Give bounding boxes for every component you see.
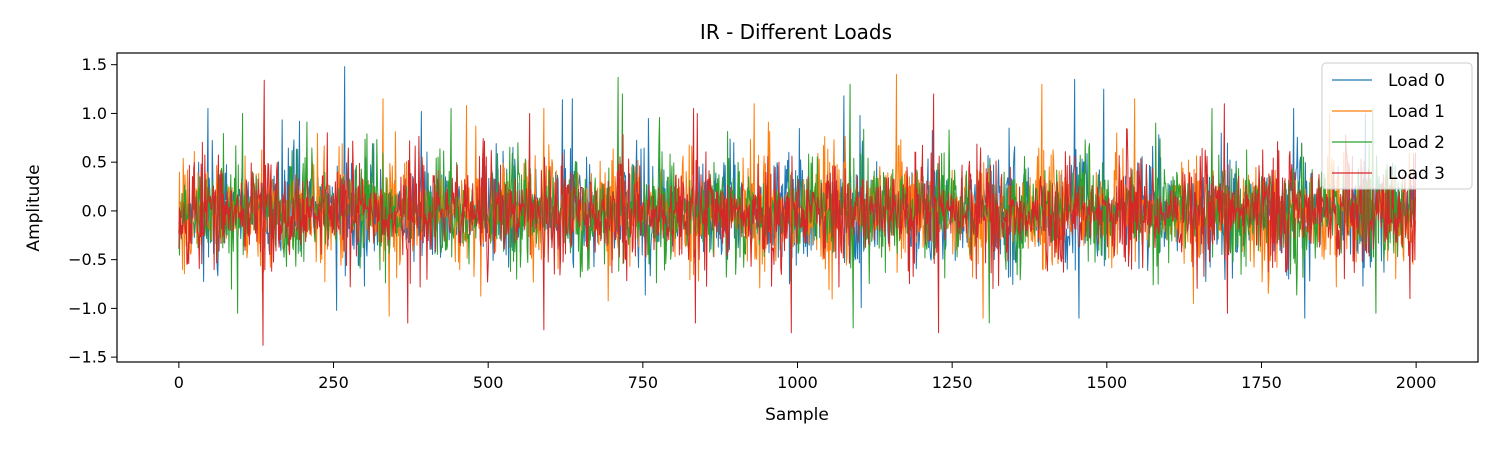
x-tick-label: 500: [473, 373, 504, 392]
x-tick-label: 1250: [932, 373, 973, 392]
x-axis: 0 250 500 750 1000 1250 1500 1750 2000: [174, 362, 1437, 392]
x-tick-label: 1000: [777, 373, 818, 392]
y-tick-label: 0.5: [82, 153, 107, 172]
x-tick-label: 250: [318, 373, 349, 392]
legend-label: Load 2: [1388, 133, 1445, 153]
x-tick-label: 750: [628, 373, 659, 392]
y-tick-label: 1.0: [82, 104, 107, 123]
y-tick-label: 1.5: [82, 55, 107, 74]
legend-box: [1321, 62, 1473, 190]
legend-label: Load 3: [1388, 164, 1445, 184]
chart-title: IR - Different Loads: [700, 20, 892, 44]
x-tick-label: 1500: [1086, 373, 1127, 392]
y-tick-label: −0.5: [68, 250, 107, 269]
y-tick-label: −1.0: [68, 299, 107, 318]
legend: Load 0 Load 1 Load 2 Load 3: [1321, 62, 1473, 190]
y-tick-label: −1.5: [68, 348, 107, 367]
legend-label: Load 0: [1388, 71, 1445, 91]
series-layer: [178, 66, 1417, 346]
series-line-load-3: [178, 79, 1417, 346]
legend-label: Load 1: [1388, 102, 1445, 122]
x-tick-label: 2000: [1396, 373, 1437, 392]
x-tick-label: 1750: [1241, 373, 1282, 392]
y-tick-label: 0.0: [82, 201, 107, 220]
y-axis: −1.5 −1.0 −0.5 0.0 0.5 1.0 1.5: [68, 55, 117, 367]
x-tick-label: 0: [174, 373, 184, 392]
x-axis-label: Sample: [765, 405, 829, 425]
y-axis-label: Amplitude: [24, 164, 44, 251]
